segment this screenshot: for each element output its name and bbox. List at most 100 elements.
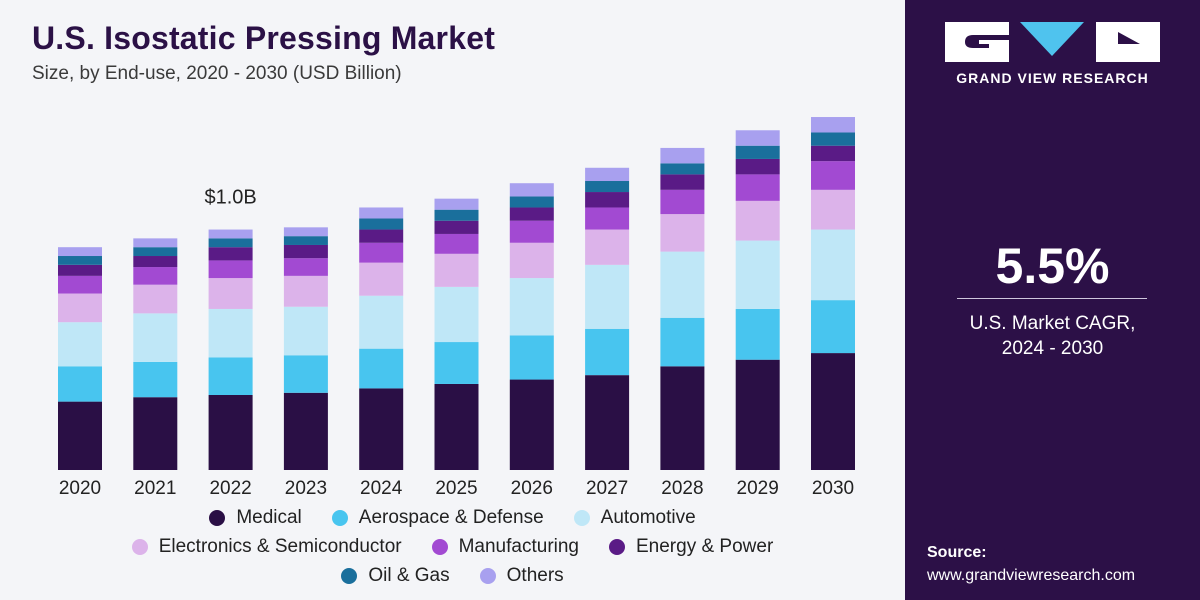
legend-label-medical: Medical: [236, 507, 302, 528]
bar-segment-manufacturing-2024: [359, 242, 404, 263]
cagr-divider: [957, 298, 1147, 299]
bar-segment-electronics-semiconductor-2021: [133, 284, 178, 314]
legend-item-aerospace: Aerospace & Defense: [331, 507, 544, 529]
source-label: Source:: [927, 544, 987, 561]
bar-segment-automotive-2025: [434, 286, 479, 343]
bar-segment-electronics-semiconductor-2028: [660, 214, 705, 252]
bar-segment-automotive-2029: [735, 240, 780, 309]
cagr-label-line2: 2024 - 2030: [1001, 338, 1104, 359]
bar-segment-aerospace-defense-2021: [133, 361, 178, 398]
legend-item-energy: Energy & Power: [609, 536, 773, 558]
x-tick-label-2028: 2028: [661, 478, 703, 499]
bar-segment-automotive-2030: [811, 229, 855, 301]
bar-segment-others-2024: [359, 207, 404, 219]
bar-segment-aerospace-defense-2020: [58, 366, 102, 402]
grand-view-research-logo: [945, 22, 1160, 62]
bar-segment-oil-gas-2030: [811, 132, 855, 146]
bar-segment-aerospace-defense-2027: [585, 328, 630, 376]
bar-segment-manufacturing-2027: [585, 207, 630, 230]
bar-segment-medical-2021: [133, 397, 178, 470]
legend-item-others: Others: [479, 565, 564, 587]
bar-segment-aerospace-defense-2022: [208, 357, 253, 395]
x-tick-label-2027: 2027: [586, 478, 628, 499]
cagr-label: U.S. Market CAGR, 2024 - 2030: [905, 311, 1200, 361]
bar-segment-energy-power-2022: [208, 247, 253, 261]
bar-segment-others-2026: [509, 183, 554, 197]
bar-segment-aerospace-defense-2023: [283, 355, 328, 393]
legend-swatch-oil-gas: [341, 568, 358, 584]
bar-segment-medical-2023: [283, 392, 328, 470]
stacked-bar-chart: 2020 2021 2022 2023 2024 2025 2026 2027 2028 2029…: [58, 117, 855, 499]
legend-swatch-medical: [209, 510, 226, 526]
legend-label-manufacturing: Manufacturing: [458, 536, 579, 557]
bar-segment-electronics-semiconductor-2024: [359, 262, 404, 296]
bar-segment-medical-2030: [811, 353, 855, 470]
legend-item-oil-gas: Oil & Gas: [341, 565, 450, 587]
bar-segment-energy-power-2020: [58, 264, 102, 276]
bar-segment-oil-gas-2026: [509, 196, 554, 208]
bar-segment-oil-gas-2025: [434, 209, 479, 221]
chart-title: U.S. Isostatic Pressing Market: [32, 20, 496, 56]
bar-segment-automotive-2028: [660, 251, 705, 318]
bar-segment-electronics-semiconductor-2026: [509, 242, 554, 279]
bar-segment-automotive-2022: [208, 308, 253, 358]
bar-segment-energy-power-2025: [434, 220, 479, 234]
legend-item-medical: Medical: [209, 507, 302, 529]
bar-segment-electronics-semiconductor-2029: [735, 200, 780, 241]
bar-segment-electronics-semiconductor-2025: [434, 253, 479, 287]
bar-segment-aerospace-defense-2028: [660, 317, 705, 367]
bar-segment-automotive-2024: [359, 295, 404, 349]
bar-segment-energy-power-2028: [660, 174, 705, 190]
bar-segment-manufacturing-2022: [208, 260, 253, 279]
source-url[interactable]: www.grandviewresearch.com: [927, 567, 1136, 584]
legend-item-manufacturing: Manufacturing: [431, 536, 579, 558]
x-tick-label-2030: 2030: [812, 478, 854, 499]
legend-swatch-aerospace: [331, 510, 348, 526]
bar-segment-aerospace-defense-2029: [735, 308, 780, 360]
bar-segment-others-2021: [133, 238, 178, 248]
data-label-2022: $1.0B: [204, 187, 256, 209]
bar-segment-medical-2028: [660, 366, 705, 470]
bar-segment-others-2027: [585, 167, 630, 182]
info-panel: GRAND VIEW RESEARCH 5.5% U.S. Market CAG…: [905, 0, 1200, 600]
bar-segment-automotive-2026: [509, 278, 554, 336]
bar-segment-others-2029: [735, 130, 780, 146]
bar-segment-medical-2025: [434, 383, 479, 470]
bar-segment-others-2020: [58, 247, 102, 257]
bar-segment-manufacturing-2030: [811, 161, 855, 190]
bar-segment-oil-gas-2020: [58, 256, 102, 265]
bar-segment-aerospace-defense-2025: [434, 342, 479, 384]
bar-segment-oil-gas-2028: [660, 163, 705, 175]
bar-segment-energy-power-2021: [133, 256, 178, 268]
bar-segment-oil-gas-2029: [735, 145, 780, 159]
bar-segment-electronics-semiconductor-2020: [58, 293, 102, 323]
bar-segment-medical-2022: [208, 394, 253, 470]
bar-segment-energy-power-2023: [283, 244, 328, 259]
bar-segment-others-2025: [434, 198, 479, 210]
bar-segment-energy-power-2024: [359, 229, 404, 243]
bar-segment-manufacturing-2021: [133, 267, 178, 285]
bar-segment-electronics-semiconductor-2023: [283, 275, 328, 307]
bar-segment-automotive-2027: [585, 264, 630, 329]
bar-segment-energy-power-2027: [585, 192, 630, 208]
bar-segment-others-2022: [208, 229, 253, 239]
chart-subtitle: Size, by End-use, 2020 - 2030 (USD Billi…: [32, 63, 402, 84]
bar-segment-automotive-2023: [283, 306, 328, 356]
legend-label-others: Others: [506, 565, 564, 586]
bar-segment-automotive-2020: [58, 322, 102, 367]
bar-segment-electronics-semiconductor-2030: [811, 189, 855, 230]
legend-label-oil-gas: Oil & Gas: [368, 565, 450, 586]
legend-label-aerospace: Aerospace & Defense: [358, 507, 544, 528]
legend-item-automotive: Automotive: [573, 507, 696, 529]
bar-segment-others-2023: [283, 227, 328, 237]
legend-row-1: Medical Aerospace & Defense Automotive: [0, 507, 905, 529]
bar-segment-medical-2027: [585, 375, 630, 470]
bar-segment-manufacturing-2029: [735, 174, 780, 201]
x-tick-label-2029: 2029: [737, 478, 779, 499]
x-tick-label-2025: 2025: [435, 478, 477, 499]
bar-segment-oil-gas-2024: [359, 218, 404, 230]
legend-label-energy: Energy & Power: [636, 536, 774, 557]
bar-segment-medical-2029: [735, 359, 780, 470]
x-tick-label-2021: 2021: [134, 478, 176, 499]
brand-name: GRAND VIEW RESEARCH: [956, 70, 1149, 86]
